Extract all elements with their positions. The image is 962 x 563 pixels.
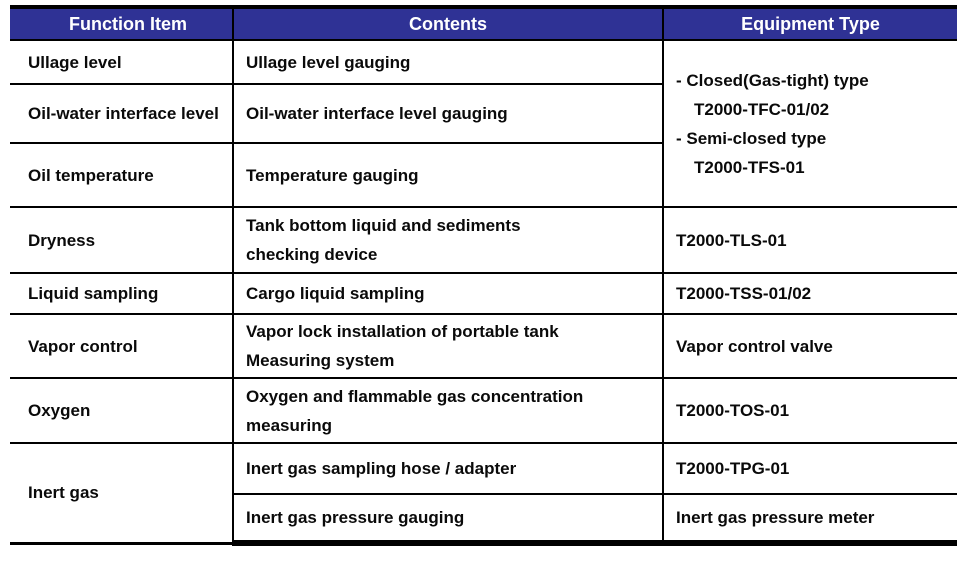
column-header-contents: Contents — [232, 5, 664, 41]
equipment-cell: T2000-TLS-01 — [662, 206, 957, 274]
contents-line: Measuring system — [246, 351, 395, 370]
row-dryness: Dryness Tank bottom liquid and sediments… — [10, 206, 957, 274]
equipment-group-cell: - Closed(Gas-tight) type T2000-TFC-01/02… — [662, 39, 957, 208]
contents-line: measuring — [246, 415, 332, 435]
row-vapor-control: Vapor control Vapor lock installation of… — [10, 313, 957, 379]
function-cell: Liquid sampling — [10, 272, 234, 315]
row-ullage-level: Ullage level Ullage level gauging - Clos… — [10, 39, 957, 208]
equipment-line: T2000-TFC-01/02 — [694, 99, 830, 119]
row-inert-gas-pressure: Inert gas pressure gauging Inert gas pre… — [10, 493, 957, 546]
row-oxygen: Oxygen Oxygen and flammable gas concentr… — [10, 377, 957, 444]
row-oil-temperature: Oil temperature Temperature gauging — [10, 142, 957, 208]
row-oil-water-interface-level: Oil-water interface level Oil-water inte… — [10, 83, 957, 144]
header-row: Function Item Contents Equipment Type — [10, 5, 957, 41]
equipment-line: - Closed(Gas-tight) type — [676, 70, 869, 90]
equipment-cell: Vapor control valve — [662, 313, 957, 379]
contents-line: Vapor lock installation of portable tank — [246, 322, 559, 341]
contents-cell: Inert gas pressure gauging — [233, 493, 664, 546]
function-cell: Dryness — [10, 206, 234, 274]
equipment-cell: T2000-TSS-01/02 — [662, 272, 957, 315]
equipment-cell: T2000-TOS-01 — [662, 377, 957, 444]
equipment-line: T2000-TFS-01 — [694, 157, 805, 177]
row-inert-gas-sampling: Inert gas Inert gas sampling hose / adap… — [10, 442, 957, 545]
contents-cell: Tank bottom liquid and sediments checkin… — [232, 206, 664, 274]
contents-cell: Ullage level gauging — [232, 39, 664, 85]
function-cell: Oil temperature — [10, 142, 234, 208]
column-header-function-item: Function Item — [10, 5, 234, 41]
contents-cell: Oil-water interface level gauging — [232, 83, 663, 144]
column-header-equipment-type: Equipment Type — [662, 5, 957, 41]
equipment-line: - Semi-closed type — [676, 128, 827, 148]
function-cell: Ullage level — [10, 39, 234, 85]
contents-line: checking device — [246, 245, 378, 264]
equipment-cell: T2000-TPG-01 — [662, 442, 957, 495]
contents-cell: Vapor lock installation of portable tank… — [232, 313, 664, 379]
contents-cell: Oxygen and flammable gas concentration m… — [232, 377, 664, 444]
contents-line: Oxygen and flammable gas concentration — [246, 386, 584, 406]
contents-cell: Cargo liquid sampling — [232, 272, 664, 315]
function-cell: Oil-water interface level — [10, 83, 234, 144]
contents-line: Tank bottom liquid and sediments — [246, 216, 521, 235]
function-cell-inert-gas: Inert gas — [10, 442, 234, 545]
function-cell: Oxygen — [10, 377, 234, 444]
row-liquid-sampling: Liquid sampling Cargo liquid sampling T2… — [10, 272, 957, 315]
contents-cell: Temperature gauging — [232, 142, 663, 208]
equipment-spec-table: Function Item Contents Equipment Type Ul… — [10, 5, 957, 546]
equipment-cell: Inert gas pressure meter — [662, 493, 957, 546]
contents-cell: Inert gas sampling hose / adapter — [232, 442, 664, 495]
function-cell: Vapor control — [10, 313, 234, 379]
